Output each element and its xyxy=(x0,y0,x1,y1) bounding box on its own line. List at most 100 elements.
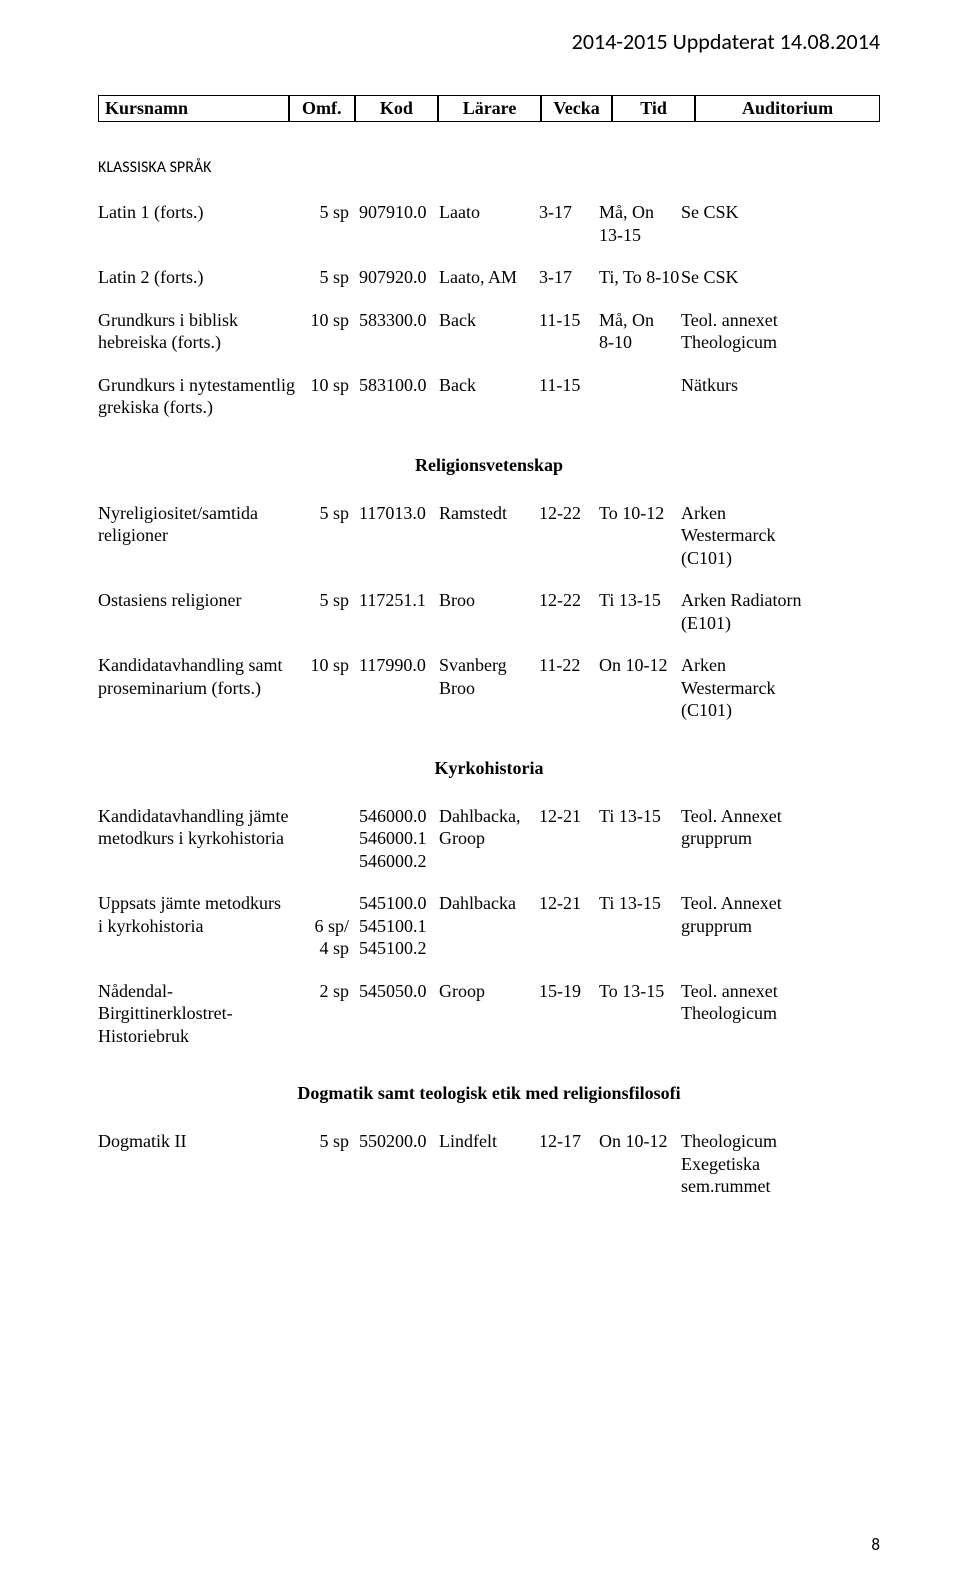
course-auditorium: Se CSK xyxy=(681,201,876,224)
course-auditorium: Teol. Annexet grupprum xyxy=(681,892,876,937)
course-larare: Back xyxy=(439,309,539,332)
course-vecka: 12-17 xyxy=(539,1130,599,1153)
page: 2014-2015 Uppdaterat 14.08.2014 Kursnamn… xyxy=(0,0,960,1579)
course-vecka: 12-21 xyxy=(539,805,599,828)
course-row: Latin 2 (forts.) 5 sp 907920.0 Laato, AM… xyxy=(98,266,880,289)
course-tid: Må, On 8-10 xyxy=(599,309,681,354)
course-name: Ostasiens religioner xyxy=(98,589,303,612)
course-larare: Ramstedt xyxy=(439,502,539,525)
section-heading-kyrkohistoria: Kyrkohistoria xyxy=(98,758,880,779)
course-row: Kandidatavhandling samt proseminarium (f… xyxy=(98,654,880,722)
course-omf: 5 sp xyxy=(303,589,359,612)
section-heading-klassiska-sprak: KLASSISKA SPRÅK xyxy=(98,158,880,177)
course-tid: Ti, To 8-10 xyxy=(599,266,681,289)
course-tid: On 10-12 xyxy=(599,1130,681,1153)
course-larare: Broo xyxy=(439,589,539,612)
course-name: Dogmatik II xyxy=(98,1130,303,1153)
course-kod: 117990.0 xyxy=(359,654,439,677)
course-omf: 5 sp xyxy=(303,201,359,224)
course-row: Kandidatavhandling jämte metodkurs i kyr… xyxy=(98,805,880,873)
course-tid: To 10-12 xyxy=(599,502,681,525)
course-vecka: 11-15 xyxy=(539,374,599,397)
course-name: Latin 1 (forts.) xyxy=(98,201,303,224)
course-omf: 10 sp xyxy=(303,374,359,397)
course-name: Grundkurs i biblisk hebreiska (forts.) xyxy=(98,309,303,354)
course-row: Grundkurs i nytestamentlig grekiska (for… xyxy=(98,374,880,419)
course-vecka: 12-21 xyxy=(539,892,599,915)
course-vecka: 11-15 xyxy=(539,309,599,332)
course-omf: 5 sp xyxy=(303,1130,359,1153)
course-tid: To 13-15 xyxy=(599,980,681,1003)
course-larare: Svanberg Broo xyxy=(439,654,539,699)
course-kod: 117251.1 xyxy=(359,589,439,612)
col-header-auditorium: Auditorium xyxy=(695,95,880,122)
course-vecka: 15-19 xyxy=(539,980,599,1003)
course-omf: 5 sp xyxy=(303,502,359,525)
course-auditorium: Teol. Annexet grupprum xyxy=(681,805,876,850)
course-vecka: 12-22 xyxy=(539,502,599,525)
col-header-kod: Kod xyxy=(355,95,438,122)
course-auditorium: Teol. annexet Theologicum xyxy=(681,980,876,1025)
page-number: 8 xyxy=(871,1534,880,1555)
course-auditorium: Arken Westermarck (C101) xyxy=(681,502,876,570)
course-omf: 10 sp xyxy=(303,309,359,332)
course-row: Latin 1 (forts.) 5 sp 907910.0 Laato 3-1… xyxy=(98,201,880,246)
course-omf: 2 sp xyxy=(303,980,359,1003)
course-kod: 550200.0 xyxy=(359,1130,439,1153)
course-tid: Må, On 13-15 xyxy=(599,201,681,246)
course-larare: Lindfelt xyxy=(439,1130,539,1153)
course-vecka: 3-17 xyxy=(539,266,599,289)
course-kod: 907920.0 xyxy=(359,266,439,289)
course-larare: Dahlbacka xyxy=(439,892,539,915)
course-auditorium: Nätkurs xyxy=(681,374,876,397)
course-auditorium: Teol. annexet Theologicum xyxy=(681,309,876,354)
course-larare: Dahlbacka, Groop xyxy=(439,805,539,850)
course-tid: Ti 13-15 xyxy=(599,892,681,915)
course-auditorium: Arken Radiatorn (E101) xyxy=(681,589,876,634)
table-row: Kursnamn Omf. Kod Lärare Vecka Tid Audit… xyxy=(98,95,880,122)
course-auditorium: Se CSK xyxy=(681,266,876,289)
course-row: Ostasiens religioner 5 sp 117251.1 Broo … xyxy=(98,589,880,634)
course-row: Nyreligiositet/samtida religioner 5 sp 1… xyxy=(98,502,880,570)
course-kod: 583100.0 xyxy=(359,374,439,397)
col-header-omf: Omf. xyxy=(289,95,355,122)
course-omf: 5 sp xyxy=(303,266,359,289)
col-header-larare: Lärare xyxy=(438,95,541,122)
course-omf: 10 sp xyxy=(303,654,359,677)
course-vecka: 12-22 xyxy=(539,589,599,612)
course-larare: Groop xyxy=(439,980,539,1003)
course-tid: Ti 13-15 xyxy=(599,589,681,612)
course-auditorium: Theologicum Exegetiska sem.rummet xyxy=(681,1130,876,1198)
section-heading-religionsvetenskap: Religionsvetenskap xyxy=(98,455,880,476)
course-larare: Back xyxy=(439,374,539,397)
course-name: Kandidatavhandling samt proseminarium (f… xyxy=(98,654,303,699)
course-larare: Laato xyxy=(439,201,539,224)
course-row: Dogmatik II 5 sp 550200.0 Lindfelt 12-17… xyxy=(98,1130,880,1198)
course-name: Nådendal- Birgittinerklostret- Historieb… xyxy=(98,980,303,1048)
course-kod: 545100.0 545100.1 545100.2 xyxy=(359,892,439,960)
course-tid: On 10-12 xyxy=(599,654,681,677)
course-row: Nådendal- Birgittinerklostret- Historieb… xyxy=(98,980,880,1048)
course-name: Uppsats jämte metodkurs i kyrkohistoria xyxy=(98,892,303,937)
page-header-update: 2014-2015 Uppdaterat 14.08.2014 xyxy=(98,28,880,55)
course-larare: Laato, AM xyxy=(439,266,539,289)
column-header-table: Kursnamn Omf. Kod Lärare Vecka Tid Audit… xyxy=(98,95,880,122)
course-kod: 907910.0 xyxy=(359,201,439,224)
course-row: Grundkurs i biblisk hebreiska (forts.) 1… xyxy=(98,309,880,354)
section-heading-dogmatik: Dogmatik samt teologisk etik med religio… xyxy=(98,1083,880,1104)
course-omf: 6 sp/ 4 sp xyxy=(303,892,359,960)
col-header-kursnamn: Kursnamn xyxy=(98,95,289,122)
course-tid: Ti 13-15 xyxy=(599,805,681,828)
course-name: Grundkurs i nytestamentlig grekiska (for… xyxy=(98,374,303,419)
course-vecka: 3-17 xyxy=(539,201,599,224)
course-kod: 546000.0 546000.1 546000.2 xyxy=(359,805,439,873)
course-name: Kandidatavhandling jämte metodkurs i kyr… xyxy=(98,805,303,850)
course-kod: 545050.0 xyxy=(359,980,439,1003)
course-kod: 583300.0 xyxy=(359,309,439,332)
course-auditorium: Arken Westermarck (C101) xyxy=(681,654,876,722)
col-header-vecka: Vecka xyxy=(541,95,612,122)
course-vecka: 11-22 xyxy=(539,654,599,677)
course-name: Latin 2 (forts.) xyxy=(98,266,303,289)
col-header-tid: Tid xyxy=(612,95,695,122)
course-name: Nyreligiositet/samtida religioner xyxy=(98,502,303,547)
